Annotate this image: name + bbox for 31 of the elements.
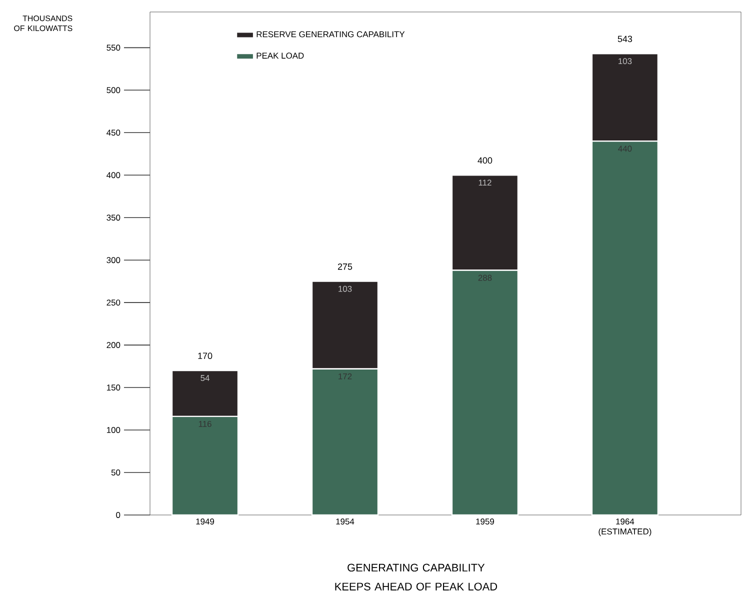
y-tick-label: 300 [106,257,120,264]
y-tick-label: 550 [106,44,120,51]
legend-label: RESERVE GENERATING CAPABILITY [256,31,405,38]
y-tick-label: 350 [106,214,120,221]
data-label: 54 [200,375,210,381]
y-tick-label: 500 [106,87,120,94]
data-label: 103 [338,286,352,292]
text: GENERATING CAPABILITY KEEPS AHEAD OF PEAK LOAD [335,564,498,590]
y-tick-label: 100 [106,427,120,434]
y-tick-label: 50 [111,470,120,476]
data-label: 440 [618,146,632,152]
data-label: 112 [478,180,492,186]
data-label: 172 [338,373,352,380]
y-tick-label: 150 [106,384,120,391]
total-label: 275 [338,263,352,270]
y-tick-label: 250 [106,300,120,306]
x-tick-label: 1954 [336,518,354,524]
x-tick-label: 1959 [476,518,494,524]
y-tick-label: 200 [106,342,120,348]
data-label: 288 [478,274,492,281]
y-tick-label: 400 [106,172,120,178]
y-tick-label: 450 [106,130,120,136]
data-label: 116 [198,420,212,427]
total-label: 170 [198,352,212,360]
total-label: 400 [478,157,492,164]
y-tick-label: 0 [116,512,120,518]
x-tick-label: 1949 [196,518,214,524]
x-tick-label: 1964 (ESTIMATED) [598,518,652,536]
data-label: 103 [618,58,632,64]
legend-label: PEAK LOAD [256,52,304,59]
total-label: 543 [618,36,632,42]
